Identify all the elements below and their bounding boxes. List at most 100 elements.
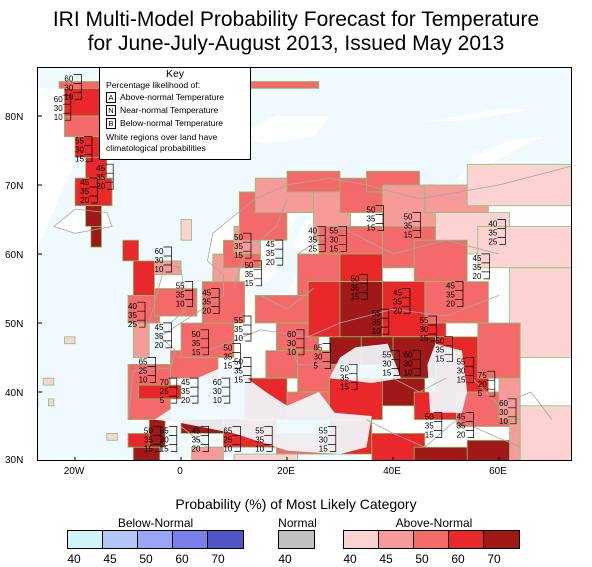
prob-near-value: 35	[488, 228, 497, 237]
prob-above-value: 45	[266, 240, 275, 249]
prob-near-value: 35	[308, 235, 317, 244]
lat-label-70n: 70N	[5, 181, 24, 192]
prob-above-value: 45	[181, 378, 190, 387]
prob-bracket	[391, 350, 400, 376]
prob-bracket	[274, 239, 284, 266]
lat-label-30n: 30N	[5, 455, 24, 466]
prob-above-value: 60	[404, 351, 413, 360]
prob-bracket	[428, 315, 437, 342]
forecast-cell	[132, 260, 155, 296]
prob-above-value: 65	[314, 344, 323, 353]
prob-above-value: 40	[308, 226, 317, 235]
prob-above-value: 55	[382, 351, 391, 360]
prob-above-value: 60	[155, 247, 164, 256]
legend-normal-title: Normal	[278, 516, 317, 530]
prob-near-value: 30	[64, 84, 73, 93]
prob-below-value: 15	[329, 244, 338, 253]
key-label-near: Near-normal Temperature	[120, 105, 219, 115]
prob-above-value: 50	[144, 426, 153, 435]
prob-below-value: 15	[457, 375, 466, 384]
prob-below-value: 15	[420, 334, 429, 343]
forecast-cell	[42, 377, 55, 386]
swatch-normal-1	[279, 531, 314, 548]
prob-bracket	[73, 74, 82, 100]
prob-near-value: 35	[192, 339, 201, 348]
prob-bracket	[508, 398, 517, 425]
forecast-cell	[85, 205, 102, 227]
prob-near-value: 35	[351, 284, 360, 293]
swatch-below-2	[103, 531, 138, 548]
coastline	[207, 295, 500, 351]
prob-below-value: 15	[435, 355, 444, 364]
prob-below-value: 5	[160, 396, 165, 405]
swatch-above-2	[379, 531, 414, 548]
legend-above-swatches	[343, 530, 520, 549]
swatch-above-3	[414, 531, 449, 548]
prob-bracket	[200, 426, 209, 452]
prob-above-value: 50	[234, 233, 243, 242]
prob-bracket	[375, 205, 384, 231]
prob-bracket	[317, 225, 326, 252]
lon-label-20w: 20W	[63, 466, 85, 477]
prob-above-value: 60	[64, 75, 73, 84]
prob-above-value: 55	[75, 137, 84, 146]
forecast-cell	[328, 377, 383, 421]
lon-label-20e: 20E	[277, 466, 295, 477]
prob-below-value: 20	[202, 306, 211, 315]
legend-normal-swatches	[278, 530, 315, 549]
prob-above-value: 55	[457, 357, 466, 366]
prob-above-value: 60	[54, 95, 63, 104]
prob-above-value: 45	[202, 288, 211, 297]
prob-below-value: 10	[287, 348, 296, 357]
forecast-cell	[90, 225, 102, 248]
title-line-2: for June-July-August 2013, Issued May 20…	[87, 32, 505, 55]
forecast-cell	[132, 322, 150, 358]
coastline	[233, 198, 500, 289]
prob-bracket	[62, 94, 72, 121]
prob-above-value: 55	[372, 309, 381, 318]
lat-label-80n: 80N	[5, 112, 24, 123]
prob-above-value: 50	[367, 206, 376, 215]
forecast-cell	[254, 294, 309, 324]
prob-below-value: 25	[488, 237, 497, 246]
key-row-near: N Near-normal Temperature	[100, 104, 250, 117]
key-letter-b: B	[106, 118, 116, 129]
forecast-cell	[63, 336, 76, 345]
coastline	[180, 288, 330, 448]
prob-near-value: 35	[446, 291, 455, 300]
prob-above-value: 40	[128, 302, 137, 311]
prob-below-value: 20	[457, 431, 466, 440]
prob-near-value: 30	[457, 366, 466, 375]
prob-above-value: 50	[340, 364, 349, 373]
swatch-below-5	[208, 531, 243, 548]
caspian-overlay	[427, 343, 468, 413]
prob-below-value: 20	[266, 258, 275, 267]
prob-near-value: 30	[54, 104, 63, 113]
prob-near-value: 30	[329, 235, 338, 244]
prob-below-value: 15	[319, 444, 328, 453]
svalbard-land	[234, 116, 330, 144]
prob-near-value: 35	[234, 366, 243, 375]
tick-normal-40: 40	[278, 552, 292, 566]
prob-above-value: 50	[234, 357, 243, 366]
coastline	[52, 208, 113, 234]
prob-bracket	[147, 357, 156, 383]
prob-bracket	[253, 260, 262, 287]
tick-above-70: 70	[487, 552, 501, 566]
forecast-cell	[424, 281, 489, 324]
prob-near-value: 35	[457, 422, 466, 431]
